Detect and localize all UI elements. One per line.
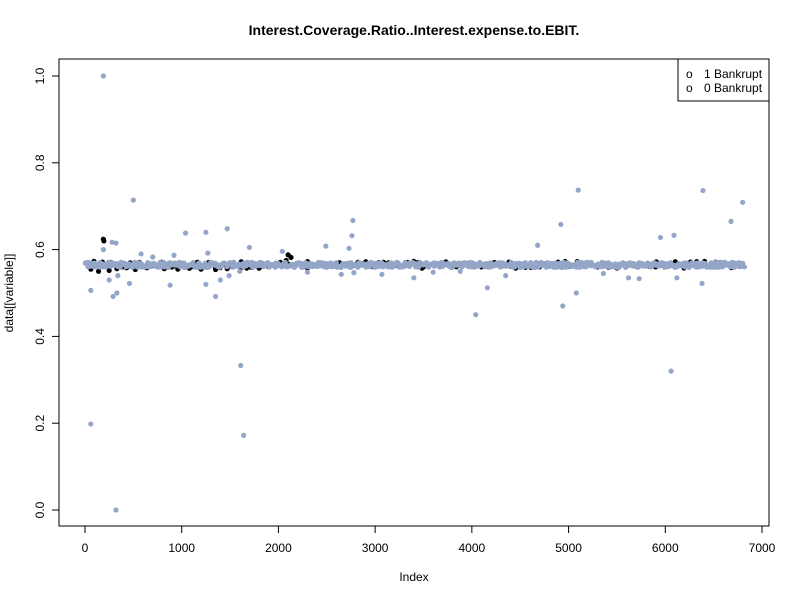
data-point xyxy=(171,252,177,258)
data-point xyxy=(600,270,606,277)
data-point xyxy=(212,293,219,300)
data-point xyxy=(625,275,632,281)
data-point xyxy=(671,232,677,238)
data-point xyxy=(333,260,339,266)
data-point xyxy=(238,362,244,369)
data-point xyxy=(205,250,211,256)
data-point xyxy=(246,244,253,251)
x-axis: 0 1000 2000 3000 4000 5000 6000 7000 xyxy=(82,525,776,555)
data-point xyxy=(115,273,121,279)
data-point xyxy=(728,218,734,224)
legend-symbol-2: o xyxy=(686,81,693,95)
data-point xyxy=(457,268,463,274)
data-point xyxy=(558,221,564,228)
data-point xyxy=(106,267,112,274)
data-point xyxy=(575,187,581,193)
data-point xyxy=(699,280,705,287)
data-point xyxy=(138,251,144,257)
y-tick-label: 0.4 xyxy=(33,328,47,345)
data-point xyxy=(657,234,664,241)
data-point xyxy=(110,293,116,300)
data-point xyxy=(109,239,115,245)
data-point xyxy=(167,282,173,288)
data-point xyxy=(182,230,189,236)
data-point xyxy=(379,271,385,277)
data-point xyxy=(113,240,119,246)
legend-label-2: 0 Bankrupt xyxy=(704,81,763,95)
x-tick-label: 2000 xyxy=(265,541,292,555)
chart-title: Interest.Coverage.Ratio..Interest.expens… xyxy=(249,22,580,38)
data-point xyxy=(430,269,436,275)
data-point xyxy=(114,290,120,296)
data-point xyxy=(288,254,294,261)
data-point xyxy=(351,270,357,276)
data-point xyxy=(350,217,356,224)
data-point xyxy=(206,264,213,270)
data-point xyxy=(100,73,106,79)
data-point xyxy=(636,276,642,282)
data-point xyxy=(217,277,223,283)
data-point xyxy=(503,273,509,279)
data-point xyxy=(106,277,112,283)
data-point xyxy=(237,268,243,274)
data-point xyxy=(411,275,417,281)
x-tick-label: 4000 xyxy=(459,541,486,555)
legend-label-1: 1 Bankrupt xyxy=(704,67,763,81)
data-point xyxy=(224,226,230,232)
data-point xyxy=(100,247,106,253)
data-point xyxy=(241,432,247,438)
data-point xyxy=(484,285,490,291)
legend: o 1 Bankrupt o 0 Bankrupt xyxy=(677,58,770,102)
data-point xyxy=(88,421,94,427)
x-tick-label: 0 xyxy=(82,541,89,555)
data-point xyxy=(101,238,107,244)
data-point xyxy=(700,187,706,194)
x-tick-label: 5000 xyxy=(555,541,582,555)
data-point xyxy=(573,290,579,296)
data-point xyxy=(473,312,479,318)
y-tick-label: 0.6 xyxy=(33,241,47,258)
data-point xyxy=(88,287,94,293)
data-point xyxy=(338,271,344,277)
legend-symbol-1: o xyxy=(686,67,693,81)
points-layer xyxy=(82,73,748,513)
data-point xyxy=(323,243,329,249)
data-point xyxy=(203,281,209,287)
y-tick-label: 1.0 xyxy=(33,67,47,84)
x-tick-label: 7000 xyxy=(749,541,776,555)
legend-box xyxy=(677,58,770,102)
data-point xyxy=(349,233,355,239)
y-axis-label: data[[variable]] xyxy=(2,254,16,333)
x-tick-label: 6000 xyxy=(652,541,679,555)
data-point xyxy=(674,275,680,281)
y-axis: 0.0 0.2 0.4 0.6 0.8 1.0 xyxy=(33,67,60,518)
data-point xyxy=(346,245,352,251)
data-point xyxy=(113,507,119,513)
data-point xyxy=(126,280,133,287)
data-point xyxy=(279,248,285,254)
x-tick-label: 1000 xyxy=(168,541,195,555)
y-tick-label: 0.8 xyxy=(33,154,47,171)
data-point xyxy=(226,273,232,279)
data-point xyxy=(150,254,156,260)
data-point xyxy=(741,264,748,270)
data-point xyxy=(560,303,566,309)
data-point xyxy=(535,242,541,248)
data-point xyxy=(130,197,136,203)
x-axis-label: Index xyxy=(399,570,428,584)
y-tick-label: 0.0 xyxy=(33,501,47,518)
y-tick-label: 0.2 xyxy=(33,415,47,432)
data-point xyxy=(304,269,311,275)
data-point xyxy=(668,368,674,374)
x-tick-label: 3000 xyxy=(362,541,389,555)
data-point xyxy=(740,199,746,205)
data-point xyxy=(203,229,209,235)
data-point xyxy=(95,268,102,274)
